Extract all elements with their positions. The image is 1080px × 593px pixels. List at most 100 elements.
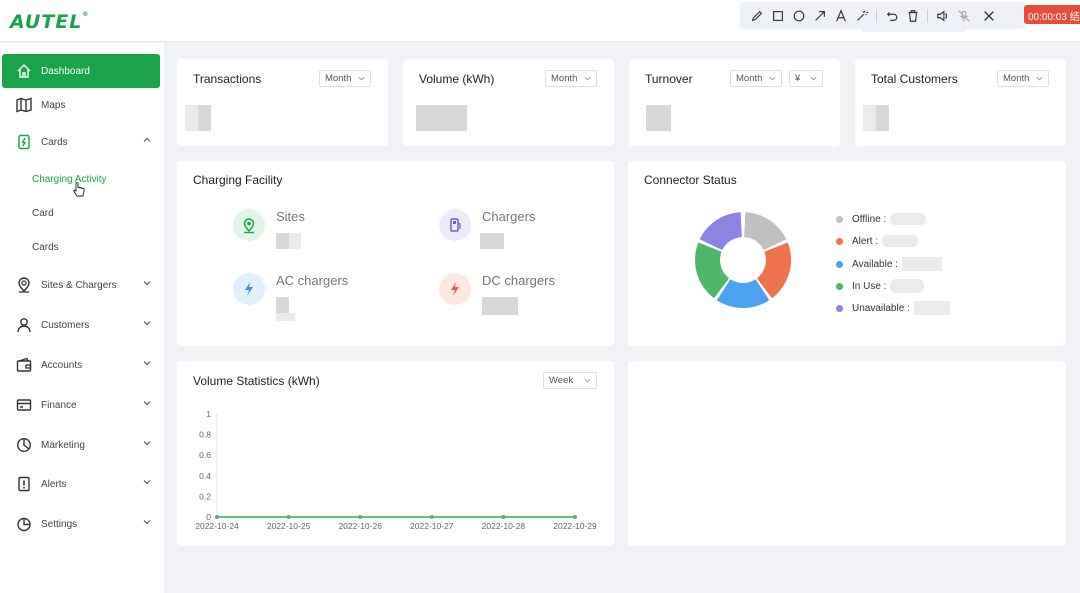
card-title: Connector Status: [644, 173, 737, 187]
data-point: [215, 515, 219, 519]
y-tick-label: 0.2: [199, 491, 211, 501]
volume-statistics-card: Volume Statistics (kWh) Week 1 0.8 0.6 0.4 0…: [177, 361, 614, 546]
site-pin-icon: [233, 209, 265, 241]
sidebar-item-cards[interactable]: Cards: [2, 125, 160, 159]
chevron-down-icon: [1036, 76, 1043, 81]
redacted-value: [416, 105, 467, 131]
circle-icon[interactable]: [788, 5, 809, 26]
sidebar-item-accounts[interactable]: Accounts: [2, 348, 160, 382]
sidebar-item-sites-chargers[interactable]: Sites & Chargers: [2, 268, 160, 302]
x-tick-label: 2022-10-25: [267, 521, 311, 531]
facility-label-chargers: Chargers: [482, 209, 536, 224]
facility-label-ac-chargers: AC chargers: [276, 273, 349, 288]
card-title: Volume Statistics (kWh): [193, 374, 320, 388]
credit-card-icon: [16, 397, 32, 413]
user-icon: [16, 317, 32, 333]
text-icon[interactable]: [830, 5, 851, 26]
connector-status-donut: [695, 212, 791, 308]
chevron-down-icon: [143, 520, 151, 525]
stat-card-volume: Volume (kWh) Month: [403, 59, 614, 146]
location-pin-icon: [16, 277, 32, 293]
chevron-down-icon: [584, 378, 591, 383]
y-tick-label: 1: [206, 409, 211, 419]
y-tick-label: 0.6: [199, 450, 211, 460]
sidebar-item-alerts[interactable]: Alerts: [2, 467, 160, 501]
charging-facility-card: Charging Facility Sites Chargers AC char…: [177, 161, 614, 346]
period-select[interactable]: Month: [319, 70, 371, 87]
redacted-value: [276, 233, 289, 249]
legend-offline: Offline :: [836, 213, 927, 225]
chevron-down-icon: [143, 441, 151, 446]
chevron-down-icon: [584, 76, 591, 81]
dc-charger-icon: [439, 273, 471, 305]
redacted-value: [276, 297, 289, 313]
y-tick-label: 0.8: [199, 430, 211, 440]
y-tick-label: 0.4: [199, 471, 211, 481]
sidebar-item-maps[interactable]: Maps: [2, 88, 160, 122]
redacted-value: [876, 105, 889, 131]
stat-title: Volume (kWh): [419, 72, 495, 86]
sidebar-subitem-charging-activity[interactable]: Charging Activity: [32, 174, 107, 185]
undo-icon[interactable]: [881, 5, 902, 26]
hand-cursor-icon: [73, 182, 85, 197]
sidebar-item-marketing[interactable]: Marketing: [2, 428, 160, 462]
redacted-value: [482, 297, 518, 315]
period-select[interactable]: Month: [545, 70, 597, 87]
facility-label-dc-chargers: DC chargers: [482, 273, 555, 288]
empty-card: [628, 361, 1066, 546]
sidebar-subitem-cards[interactable]: Cards: [32, 242, 59, 253]
sidebar: Dashboard Maps Cards Charging Activity C…: [0, 43, 164, 593]
redacted-value: [646, 105, 671, 131]
rectangle-icon[interactable]: [767, 5, 788, 26]
stop-recording-button[interactable]: 00:00:03 结束: [1024, 5, 1080, 24]
sidebar-item-customers[interactable]: Customers: [2, 308, 160, 342]
speaker-icon[interactable]: [932, 5, 953, 26]
arrow-icon[interactable]: [809, 5, 830, 26]
chevron-down-icon: [143, 401, 151, 406]
magic-wand-icon[interactable]: [851, 5, 872, 26]
trash-icon[interactable]: [902, 5, 923, 26]
x-tick-label: 2022-10-27: [410, 521, 454, 531]
redacted-value: [882, 235, 919, 247]
data-point: [573, 515, 577, 519]
chevron-down-icon: [143, 361, 151, 366]
redacted-value: [480, 233, 504, 249]
data-point: [358, 515, 363, 519]
sidebar-item-dashboard[interactable]: Dashboard: [2, 54, 160, 88]
microphone-muted-icon[interactable]: [953, 5, 974, 26]
currency-select[interactable]: ¥: [789, 70, 823, 87]
redacted-value: [198, 105, 211, 131]
chevron-down-icon: [143, 281, 151, 286]
wallet-icon: [16, 357, 32, 373]
home-icon: [16, 63, 32, 79]
ac-charger-icon: [233, 273, 265, 305]
map-icon: [16, 97, 32, 113]
period-select[interactable]: Month: [997, 70, 1049, 87]
sidebar-item-finance[interactable]: Finance: [2, 388, 160, 422]
close-icon[interactable]: [978, 5, 999, 26]
period-select[interactable]: Month: [730, 70, 782, 87]
legend-dot: [836, 260, 843, 268]
redacted-value: [863, 105, 876, 131]
pencil-icon[interactable]: [746, 5, 767, 26]
legend-dot: [836, 304, 843, 312]
stat-title: Turnover: [645, 72, 693, 86]
sidebar-item-settings[interactable]: Settings: [2, 507, 160, 541]
stat-card-turnover: Turnover Month ¥: [629, 59, 840, 146]
redacted-value: [276, 313, 295, 321]
period-select[interactable]: Week: [543, 372, 597, 389]
chevron-down-icon: [143, 480, 151, 485]
connector-status-card: Connector Status: [628, 161, 1066, 346]
toolbar-underline: [862, 29, 966, 32]
data-point: [501, 515, 506, 519]
stat-card-transactions: Transactions Month: [177, 59, 388, 146]
settings-pie-icon: [16, 516, 32, 532]
chevron-down-icon: [769, 76, 776, 81]
redacted-value: [890, 213, 927, 225]
sidebar-subitem-card[interactable]: Card: [32, 208, 54, 219]
card-icon: [16, 134, 32, 150]
toolbar-separator: [927, 8, 928, 23]
legend-dot: [836, 282, 843, 290]
legend-dot: [836, 215, 843, 223]
